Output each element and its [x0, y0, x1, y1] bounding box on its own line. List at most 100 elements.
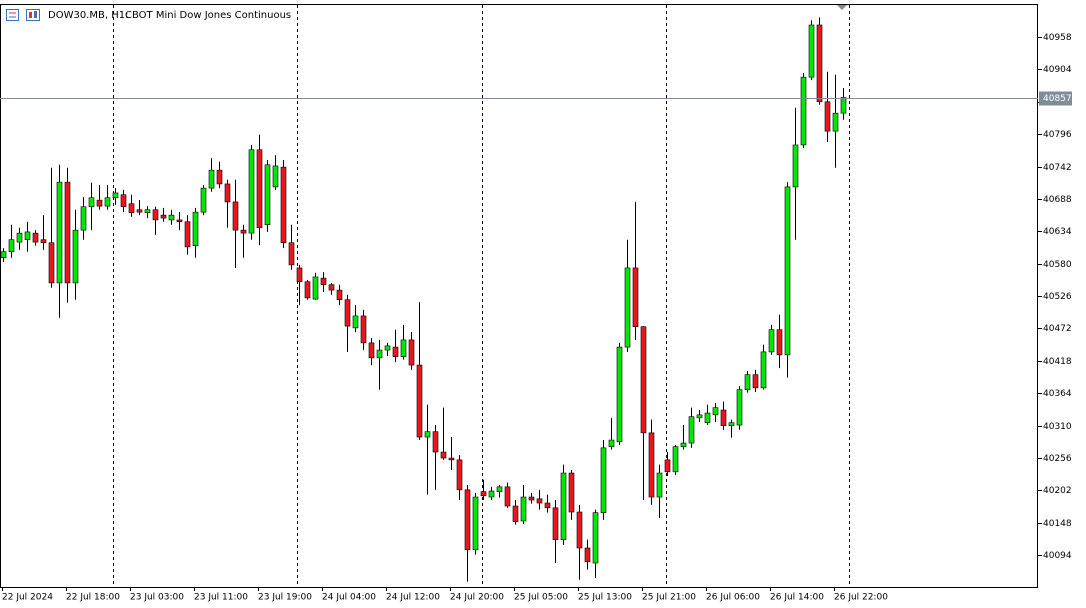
candle-body — [816, 24, 823, 103]
candle-body — [480, 491, 487, 497]
candle-body — [200, 187, 207, 213]
candle-body — [824, 101, 831, 132]
candle-body — [0, 251, 7, 259]
candle-body — [128, 203, 135, 214]
candle-body — [280, 166, 287, 244]
shift-marker — [837, 5, 847, 10]
x-tick-label: 23 Jul 19:00 — [258, 593, 312, 603]
x-tick-label: 26 Jul 22:00 — [834, 593, 888, 603]
y-tick-label: 40148 — [1043, 519, 1072, 529]
candle-body — [360, 315, 367, 344]
x-tick-label: 24 Jul 12:00 — [386, 593, 440, 603]
candle-body — [440, 451, 447, 459]
candle-body — [288, 242, 295, 266]
candle-body — [232, 201, 239, 231]
x-tick-label: 24 Jul 04:00 — [322, 593, 376, 603]
candle-body — [80, 206, 87, 231]
candle-body — [208, 169, 215, 189]
candle-body — [688, 416, 695, 444]
candle-body — [312, 276, 319, 300]
candle-body — [144, 209, 151, 214]
y-tick-label: 40796 — [1043, 130, 1072, 140]
candle-body — [832, 112, 839, 132]
candle-body — [624, 267, 631, 348]
candle-body — [40, 239, 47, 244]
candle-body — [352, 315, 359, 329]
y-tick-label: 40256 — [1043, 454, 1072, 464]
candle-body — [664, 459, 671, 473]
candle-body — [184, 221, 191, 248]
candle-body — [616, 346, 623, 443]
y-tick-label: 40742 — [1043, 163, 1072, 173]
candle-body — [136, 209, 143, 213]
candle-body — [552, 507, 559, 540]
candle-body — [240, 229, 247, 234]
candle-body — [168, 214, 175, 221]
candle-body — [96, 199, 103, 207]
candle-body — [432, 431, 439, 453]
candle-body — [696, 414, 703, 419]
candle-body — [544, 502, 551, 509]
candle-body — [392, 346, 399, 357]
candle-body — [72, 229, 79, 284]
candle-body — [512, 505, 519, 522]
candle-body — [720, 409, 727, 426]
candle-body — [456, 459, 463, 491]
candle-body — [328, 284, 335, 291]
candle-body — [88, 197, 95, 208]
last-price-label: 40857 — [1043, 94, 1072, 104]
candle-body — [408, 339, 415, 366]
y-tick-label: 40688 — [1043, 195, 1072, 205]
candle-body — [504, 486, 511, 507]
x-tick-label: 25 Jul 13:00 — [578, 593, 632, 603]
candle-body — [416, 364, 423, 438]
candle-body — [736, 389, 743, 426]
candle-body — [8, 239, 15, 253]
candle-body — [560, 472, 567, 540]
candle-body — [464, 489, 471, 551]
icon — [6, 9, 19, 21]
candle-body — [640, 326, 647, 434]
y-tick-label: 40418 — [1043, 357, 1072, 367]
plot-frame — [0, 4, 1038, 588]
candle-body — [472, 496, 479, 551]
candle-body — [56, 181, 63, 284]
candle-body — [112, 192, 119, 199]
candle-body — [368, 342, 375, 359]
candle-body — [536, 498, 543, 504]
candle-body — [248, 149, 255, 234]
x-tick-label: 23 Jul 11:00 — [194, 593, 248, 603]
candle-body — [264, 164, 271, 226]
candle-body — [632, 267, 639, 327]
candle-body — [272, 165, 279, 188]
x-tick-label: 26 Jul 14:00 — [770, 593, 824, 603]
candle-body — [576, 511, 583, 549]
candle-body — [104, 197, 111, 207]
candle-body — [744, 374, 751, 390]
candle-body — [752, 374, 759, 389]
candle-body — [384, 345, 391, 351]
x-tick-label: 25 Jul 21:00 — [642, 593, 696, 603]
candle-body — [400, 339, 407, 357]
x-tick-label: 22 Jul 18:00 — [66, 593, 120, 603]
last-price-box — [1039, 91, 1072, 106]
y-tick-label: 40310 — [1043, 422, 1072, 432]
candle-body — [344, 299, 351, 327]
candle-body — [24, 231, 31, 241]
header-icons — [6, 9, 40, 21]
candle-body — [840, 97, 847, 114]
candle-body — [760, 351, 767, 389]
x-tick-label: 23 Jul 03:00 — [130, 593, 184, 603]
candle-body — [488, 490, 495, 498]
y-tick-label: 40094 — [1043, 551, 1072, 561]
candle-body — [792, 144, 799, 188]
day-separators — [113, 5, 850, 587]
candle-body — [608, 439, 615, 447]
y-tick-label: 40472 — [1043, 324, 1072, 334]
candle-body — [768, 329, 775, 353]
icon — [26, 9, 40, 21]
candle-body — [496, 486, 503, 492]
candle-body — [120, 194, 127, 208]
candle-body — [448, 457, 455, 461]
y-tick-label: 40526 — [1043, 292, 1072, 302]
